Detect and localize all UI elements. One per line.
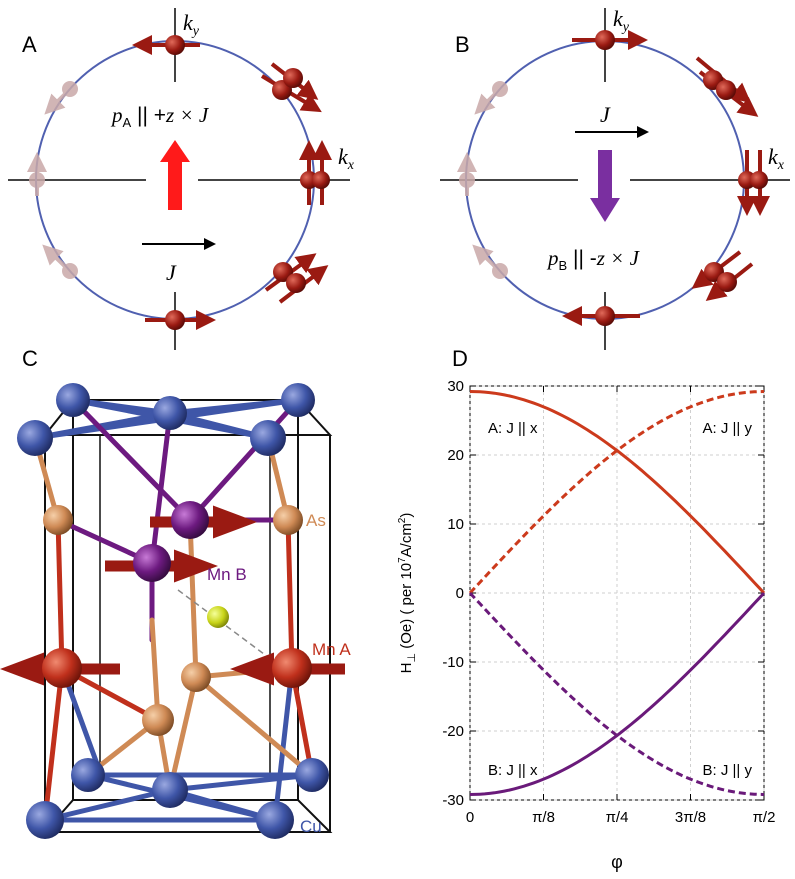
polarization-arrow-up bbox=[160, 140, 190, 210]
label-cu: Cu bbox=[300, 817, 322, 836]
ky-label-b: ky bbox=[613, 6, 630, 35]
spin-top bbox=[132, 35, 200, 55]
legend-layer: A: J || x A: J || y B: J || x B: J || y bbox=[488, 420, 752, 779]
y-tick-label: -30 bbox=[442, 792, 464, 809]
spin-bottom-b bbox=[562, 306, 640, 326]
bonds bbox=[32, 397, 315, 823]
spin-top-b bbox=[572, 30, 648, 50]
series-label-1: A: J || x bbox=[488, 420, 538, 437]
panel-c: C bbox=[0, 346, 351, 839]
polarization-label-b: pB || -z × J bbox=[546, 246, 641, 273]
spin-lower-right bbox=[264, 253, 329, 304]
x-axis-label: φ bbox=[611, 852, 623, 872]
polarization-label-a: pA || +z × J bbox=[110, 103, 210, 130]
spin-bottom bbox=[145, 310, 216, 330]
kx-label-a: kx bbox=[338, 144, 355, 173]
y-tick-label: 10 bbox=[447, 516, 464, 533]
mn-a-atoms bbox=[0, 648, 345, 688]
inversion-center-atom bbox=[207, 606, 229, 628]
y-tick-label: 30 bbox=[447, 378, 464, 395]
y-tick-label: -20 bbox=[442, 723, 464, 740]
x-tick-label: π/4 bbox=[606, 809, 629, 826]
spin-right bbox=[299, 140, 332, 205]
ky-label-a: ky bbox=[183, 10, 200, 39]
panel-letter-c: C bbox=[22, 346, 38, 371]
panel-a: A bbox=[8, 8, 355, 350]
panel-letter-d: D bbox=[452, 346, 468, 371]
spin-lower-right-b bbox=[691, 250, 754, 301]
faded-spins-b bbox=[457, 81, 508, 279]
label-as: As bbox=[306, 511, 326, 530]
series-line-4 bbox=[468, 591, 765, 796]
panel-letter-b: B bbox=[455, 32, 470, 57]
label-mn-b: Mn B bbox=[207, 565, 247, 584]
x-tick-label: π/8 bbox=[532, 809, 555, 826]
polarization-arrow-down bbox=[590, 150, 620, 222]
series-layer bbox=[468, 390, 766, 796]
cu-atoms bbox=[17, 383, 329, 839]
faded-spins bbox=[27, 81, 78, 279]
x-tick-label: π/2 bbox=[753, 809, 776, 826]
spin-upper-right-b bbox=[695, 56, 759, 117]
current-label-a: J bbox=[166, 260, 177, 285]
x-tick-label: 0 bbox=[466, 809, 474, 826]
x-tick-label: 3π/8 bbox=[675, 809, 706, 826]
spin-right-b bbox=[737, 150, 770, 216]
as-atoms bbox=[43, 505, 303, 736]
y-tick-label: 0 bbox=[456, 585, 464, 602]
current-label-b: J bbox=[600, 102, 611, 127]
grid-layer bbox=[469, 385, 765, 801]
y-tick-label: 20 bbox=[447, 447, 464, 464]
series-label-3: B: J || x bbox=[488, 762, 538, 779]
y-axis-label: H⊥ (Oe) ( per 107A/cm2) bbox=[397, 513, 418, 674]
panel-b: B bbox=[440, 6, 790, 350]
y-tick-label: -10 bbox=[442, 654, 464, 671]
mn-b-atoms bbox=[105, 501, 257, 583]
series-line-2 bbox=[468, 390, 765, 595]
label-mn-a: Mn A bbox=[312, 640, 351, 659]
kx-label-b: kx bbox=[768, 144, 785, 173]
series-label-4: B: J || y bbox=[703, 762, 753, 779]
spin-upper-right bbox=[260, 62, 322, 113]
panel-letter-a: A bbox=[22, 32, 37, 57]
series-label-2: A: J || y bbox=[703, 420, 753, 437]
